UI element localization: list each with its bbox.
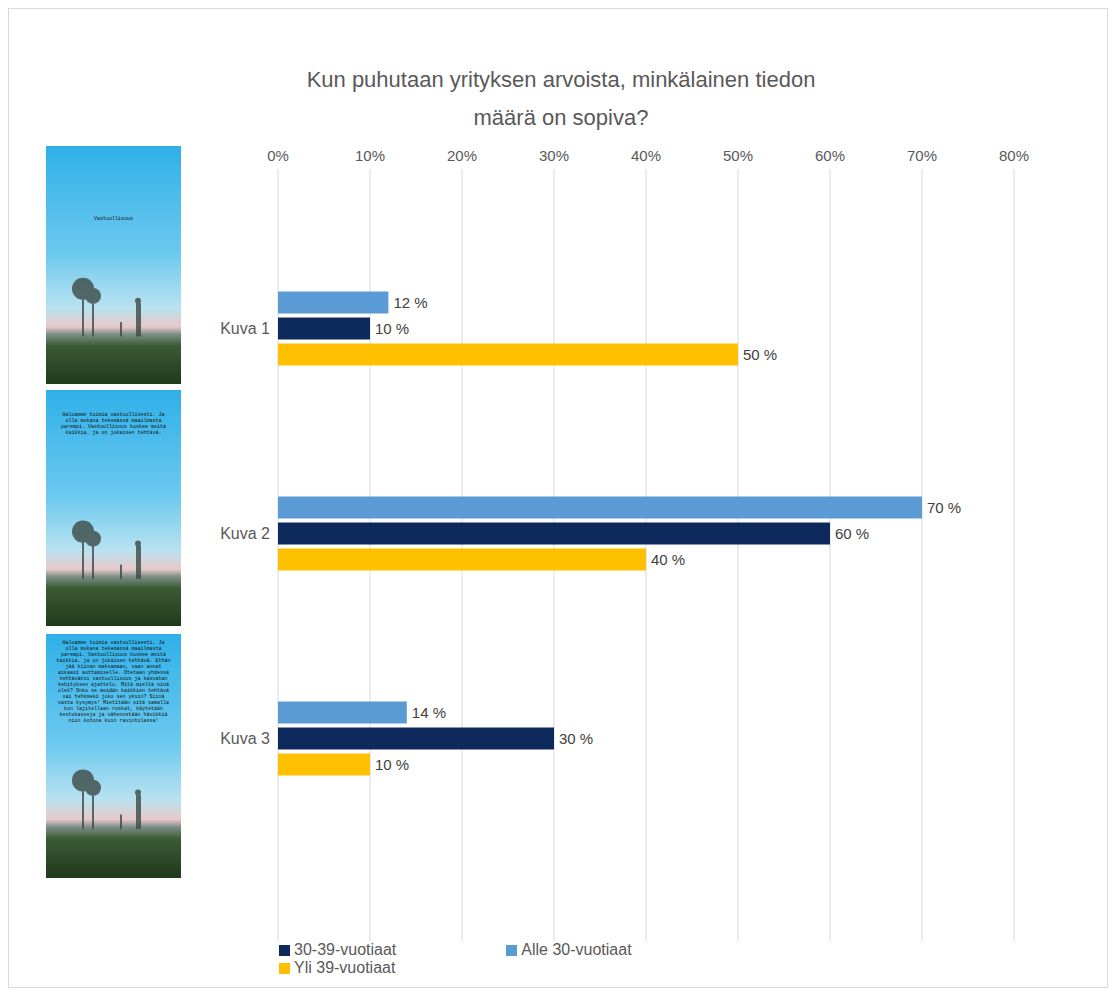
- svg-text:60%: 60%: [815, 147, 845, 164]
- svg-text:60 %: 60 %: [835, 525, 869, 542]
- svg-text:Kuva 3: Kuva 3: [220, 730, 270, 747]
- svg-text:10%: 10%: [355, 147, 385, 164]
- html-text:Yli 39-vuotiaat: Yli 39-vuotiaat: [294, 959, 396, 976]
- svg-text:70 %: 70 %: [927, 499, 961, 516]
- svg-text:10 %: 10 %: [375, 320, 409, 337]
- svg-text:0%: 0%: [267, 147, 289, 164]
- svg-text:20%: 20%: [447, 147, 477, 164]
- svg-text:50 %: 50 %: [743, 346, 777, 363]
- svg-text:Kuva 2: Kuva 2: [220, 525, 270, 542]
- svg-text:50%: 50%: [723, 147, 753, 164]
- html-text:30-39-vuotiaat: 30-39-vuotiaat: [294, 941, 397, 958]
- svg-text:40%: 40%: [631, 147, 661, 164]
- html-text:Vastuullisuus: Vastuullisuus: [94, 216, 133, 222]
- svg-text:40 %: 40 %: [651, 551, 685, 568]
- svg-text:14 %: 14 %: [412, 704, 446, 721]
- svg-text:Kuva 1: Kuva 1: [220, 320, 270, 337]
- html-text:Alle 30-vuotiaat: Alle 30-vuotiaat: [521, 941, 632, 958]
- html-text:Haluamme toimia vastuullisesti: Haluamme toimia vastuullisesti. Ja olla …: [61, 412, 166, 436]
- svg-text:10 %: 10 %: [375, 756, 409, 773]
- svg-text:80%: 80%: [999, 147, 1029, 164]
- html-text:Kun puhutaan yrityksen arvoist: Kun puhutaan yrityksen arvoista, minkäla…: [306, 67, 816, 130]
- html-text:Haluamme toimia vastuullisesti: Haluamme toimia vastuullisesti. Ja olla …: [56, 640, 171, 724]
- svg-text:70%: 70%: [907, 147, 937, 164]
- svg-text:12 %: 12 %: [393, 294, 427, 311]
- svg-text:30%: 30%: [539, 147, 569, 164]
- svg-text:30 %: 30 %: [559, 730, 593, 747]
